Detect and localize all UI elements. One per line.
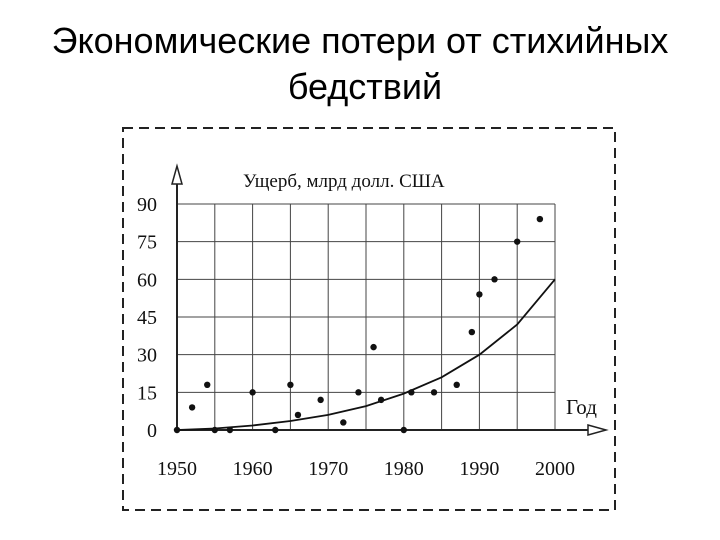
data-point (514, 238, 521, 245)
data-point (317, 396, 324, 404)
trend-curve-group (176, 278, 556, 431)
x-tick-label: 1950 (157, 458, 197, 480)
chart-axes (171, 163, 609, 436)
data-point (211, 426, 218, 434)
data-point (272, 426, 279, 434)
y-tick-label: 15 (137, 382, 157, 404)
x-tick-label: 2000 (535, 458, 575, 480)
chart-frame (122, 127, 616, 511)
data-point (468, 328, 476, 336)
data-point (476, 291, 483, 298)
chart-grid (177, 203, 556, 430)
data-point (340, 419, 347, 426)
x-tick-label: 1960 (233, 458, 273, 480)
y-tick-label: 30 (137, 345, 157, 367)
data-point (400, 426, 407, 434)
data-point (377, 396, 385, 404)
data-point (370, 343, 377, 351)
x-axis-arrow (587, 424, 609, 436)
data-point (355, 389, 362, 396)
y-axis-title: Ущерб, млрд долл. США (243, 171, 445, 192)
slide-title-line-2: бедствий (287, 66, 443, 107)
trend-curve (176, 278, 556, 431)
data-point (188, 404, 196, 411)
data-point (226, 426, 234, 434)
data-point (173, 426, 181, 434)
x-tick-label: 1970 (308, 458, 348, 480)
y-tick-label: 75 (137, 232, 157, 254)
slide-title: Экономические потери от стихийных бедств… (0, 18, 720, 110)
y-tick-label: 45 (137, 307, 157, 329)
data-point (491, 276, 498, 283)
x-tick-label: 1980 (384, 458, 424, 480)
data-point (453, 381, 460, 388)
slide-title-line-1: Экономические потери от стихийных (51, 20, 669, 61)
x-axis-title: Год (566, 395, 597, 419)
data-point (204, 381, 211, 388)
x-tick-label: 1990 (459, 458, 499, 480)
data-point (249, 389, 256, 396)
data-points (173, 215, 544, 434)
data-point (287, 381, 294, 388)
y-axis-arrow (171, 163, 183, 185)
y-tick-label: 60 (137, 269, 157, 291)
y-tick-label: 90 (137, 194, 157, 216)
data-point (430, 389, 438, 396)
data-point (536, 215, 544, 223)
data-point (294, 411, 302, 419)
data-point (408, 389, 415, 396)
tick-labels: 0 15 30 45 60 75 90 1950 1960 1970 1980 1990 2000 (137, 194, 575, 480)
y-tick-label: 0 (147, 420, 157, 442)
